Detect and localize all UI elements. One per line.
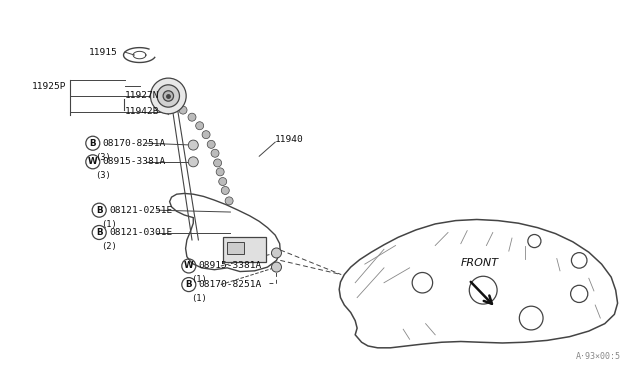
- FancyBboxPatch shape: [223, 237, 266, 262]
- Circle shape: [202, 131, 210, 139]
- Text: W: W: [184, 262, 194, 270]
- Circle shape: [225, 197, 233, 205]
- Text: (3): (3): [95, 153, 111, 162]
- Circle shape: [179, 106, 187, 114]
- Text: 08121-0301E: 08121-0301E: [109, 228, 172, 237]
- Circle shape: [271, 262, 282, 272]
- Text: 11925P: 11925P: [32, 82, 67, 91]
- Text: 08915-3381A: 08915-3381A: [199, 262, 262, 270]
- Circle shape: [214, 159, 221, 167]
- Text: (3): (3): [95, 171, 111, 180]
- Text: 11940: 11940: [275, 135, 304, 144]
- Text: B: B: [96, 228, 102, 237]
- Circle shape: [216, 168, 224, 176]
- Text: 11942B: 11942B: [125, 107, 159, 116]
- Text: 08170-8251A: 08170-8251A: [199, 280, 262, 289]
- Text: FRONT: FRONT: [461, 258, 499, 268]
- Text: (1): (1): [191, 294, 207, 303]
- Text: (2): (2): [101, 242, 117, 251]
- Circle shape: [188, 113, 196, 121]
- Text: 08121-0251E: 08121-0251E: [109, 206, 172, 215]
- Circle shape: [150, 78, 186, 114]
- Text: 08915-3381A: 08915-3381A: [103, 157, 166, 166]
- Text: 11927N: 11927N: [125, 92, 159, 100]
- Circle shape: [188, 140, 198, 150]
- Text: 11915: 11915: [88, 48, 117, 57]
- Circle shape: [188, 157, 198, 167]
- Text: (1): (1): [101, 220, 117, 229]
- Circle shape: [219, 177, 227, 186]
- Circle shape: [211, 149, 219, 157]
- Circle shape: [163, 91, 173, 101]
- Circle shape: [196, 122, 204, 130]
- Text: A·93×00:5: A·93×00:5: [576, 352, 621, 361]
- Circle shape: [207, 140, 215, 148]
- Circle shape: [157, 85, 179, 107]
- Text: 08170-8251A: 08170-8251A: [103, 139, 166, 148]
- Text: B: B: [96, 206, 102, 215]
- Text: B: B: [90, 139, 96, 148]
- FancyBboxPatch shape: [227, 242, 244, 254]
- Text: (1): (1): [191, 276, 207, 285]
- Circle shape: [221, 186, 229, 195]
- Circle shape: [271, 248, 282, 258]
- Text: B: B: [186, 280, 192, 289]
- Text: W: W: [88, 157, 98, 166]
